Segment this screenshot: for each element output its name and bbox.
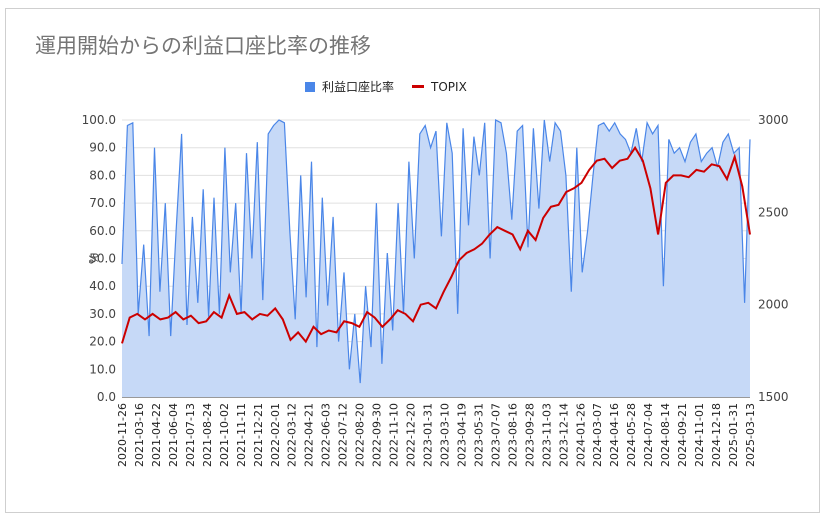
y-left-tick-label: 50.0 <box>89 252 116 266</box>
legend-label-topix: TOPIX <box>431 79 467 94</box>
x-tick-label: 2021-07-13 <box>184 403 197 467</box>
legend-item-topix: TOPIX <box>412 80 467 94</box>
chart-legend: 利益口座比率 TOPIX <box>305 78 477 95</box>
y-left-tick-label: 0.0 <box>97 390 116 404</box>
x-tick-label: 2022-04-21 <box>303 403 316 467</box>
x-tick-label: 2024-01-26 <box>574 403 587 467</box>
y-left-tick-label: 10.0 <box>89 362 116 376</box>
x-tick-label: 2023-07-07 <box>489 403 502 467</box>
x-tick-label: 2022-11-10 <box>388 403 401 467</box>
x-tick-label: 2023-08-16 <box>506 403 519 467</box>
x-tick-label: 2024-09-21 <box>676 403 689 467</box>
y-right-tick-label: 3000 <box>758 113 789 127</box>
legend-item-ratio: 利益口座比率 <box>305 78 394 95</box>
x-tick-label: 2024-04-16 <box>608 403 621 467</box>
x-tick-label: 2021-06-04 <box>167 403 180 467</box>
y-left-tick-label: 20.0 <box>89 335 116 349</box>
series-area-ratio <box>122 120 750 397</box>
y-left-tick-label: 70.0 <box>89 196 116 210</box>
legend-swatch-ratio <box>305 81 315 92</box>
series-line-ratio <box>121 119 751 384</box>
y-left-tick-label: 60.0 <box>89 224 116 238</box>
x-tick-label: 2021-08-24 <box>201 403 214 467</box>
legend-label-ratio: 利益口座比率 <box>322 80 395 94</box>
x-tick-label: 2023-09-28 <box>523 403 536 467</box>
x-tick-label: 2022-03-12 <box>286 403 299 467</box>
x-tick-label: 2022-02-01 <box>269 403 282 467</box>
x-tick-label: 2022-07-12 <box>337 403 350 467</box>
x-tick-label: 2023-04-19 <box>456 403 469 467</box>
x-tick-label: 2024-12-18 <box>710 403 723 467</box>
legend-swatch-topix <box>412 85 425 88</box>
x-tick-label: 2021-10-02 <box>218 403 231 467</box>
series-line-topix <box>121 145 751 344</box>
x-tick-label: 2024-05-28 <box>625 403 638 467</box>
x-tick-label: 2023-05-31 <box>472 403 485 467</box>
x-tick-label: 2021-04-22 <box>150 403 163 467</box>
x-tick-label: 2023-03-10 <box>439 403 452 467</box>
x-tick-label: 2022-06-03 <box>320 403 333 467</box>
y-right-tick-label: 2000 <box>758 298 789 312</box>
x-tick-label: 2021-03-16 <box>133 403 146 467</box>
x-tick-label: 2022-09-30 <box>371 403 384 467</box>
x-tick-label: 2020-11-26 <box>116 403 129 467</box>
y-right-tick-label: 2500 <box>758 205 789 219</box>
y-left-tick-label: 100.0 <box>82 113 116 127</box>
x-tick-label: 2024-08-14 <box>659 403 672 467</box>
x-tick-label: 2024-11-01 <box>693 403 706 467</box>
x-tick-label: 2021-11-11 <box>235 403 248 467</box>
x-tick-label: 2023-12-14 <box>557 403 570 467</box>
x-tick-label: 2023-01-31 <box>422 403 435 467</box>
y-left-tick-label: 30.0 <box>89 307 116 321</box>
chart-title: 運用開始からの利益口座比率の推移 <box>35 34 371 58</box>
x-tick-label: 2024-07-04 <box>642 403 655 467</box>
x-tick-label: 2025-03-13 <box>744 403 757 467</box>
y-left-tick-label: 40.0 <box>89 279 116 293</box>
y-left-tick-label: 80.0 <box>89 168 116 182</box>
y-right-tick-label: 1500 <box>758 390 789 404</box>
x-tick-label: 2021-12-21 <box>252 403 265 467</box>
x-tick-label: 2025-01-31 <box>727 403 740 467</box>
y-left-axis-label: % <box>87 253 101 264</box>
y-left-tick-label: 90.0 <box>89 141 116 155</box>
x-tick-label: 2023-11-03 <box>540 403 553 467</box>
x-tick-label: 2022-12-20 <box>405 403 418 467</box>
x-tick-label: 2024-03-07 <box>591 403 604 467</box>
x-tick-label: 2022-08-20 <box>354 403 367 467</box>
